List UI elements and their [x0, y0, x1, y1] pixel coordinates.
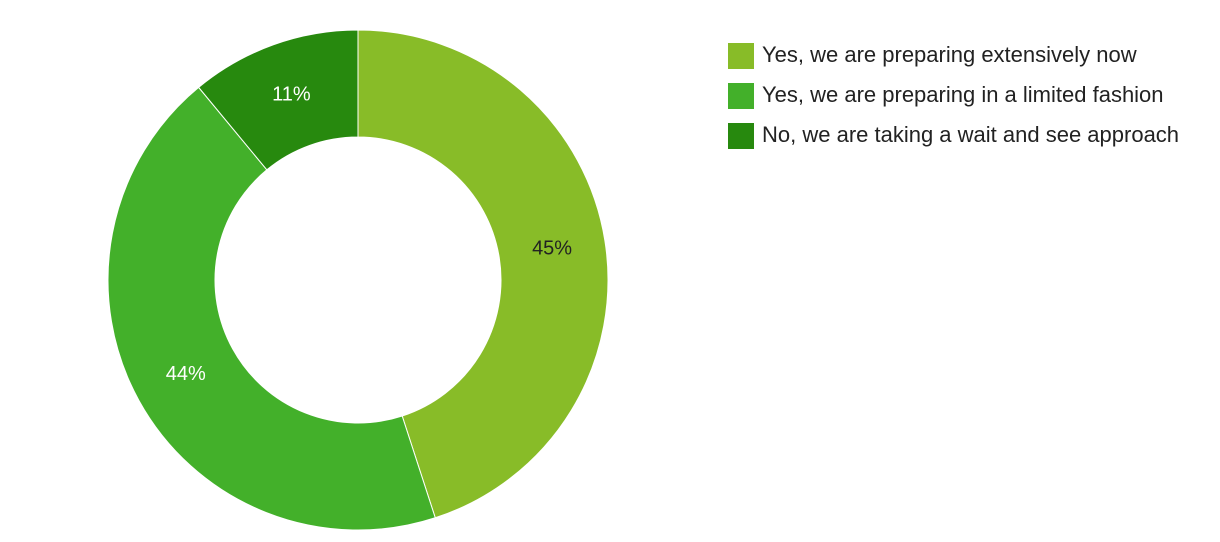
legend-swatch [728, 123, 754, 149]
donut-slice [197, 29, 359, 171]
legend-label: Yes, we are preparing in a limited fashi… [762, 82, 1164, 107]
legend-label: Yes, we are preparing extensively now [762, 42, 1137, 67]
slice-label: 45% [532, 238, 572, 260]
legend-label: No, we are taking a wait and see approac… [762, 122, 1179, 147]
donut-slice [357, 29, 609, 519]
legend-swatch [728, 43, 754, 69]
legend-swatch [728, 83, 754, 109]
slice-label: 44% [166, 363, 206, 385]
slice-label: 11% [272, 83, 311, 105]
donut-slice [107, 86, 436, 531]
